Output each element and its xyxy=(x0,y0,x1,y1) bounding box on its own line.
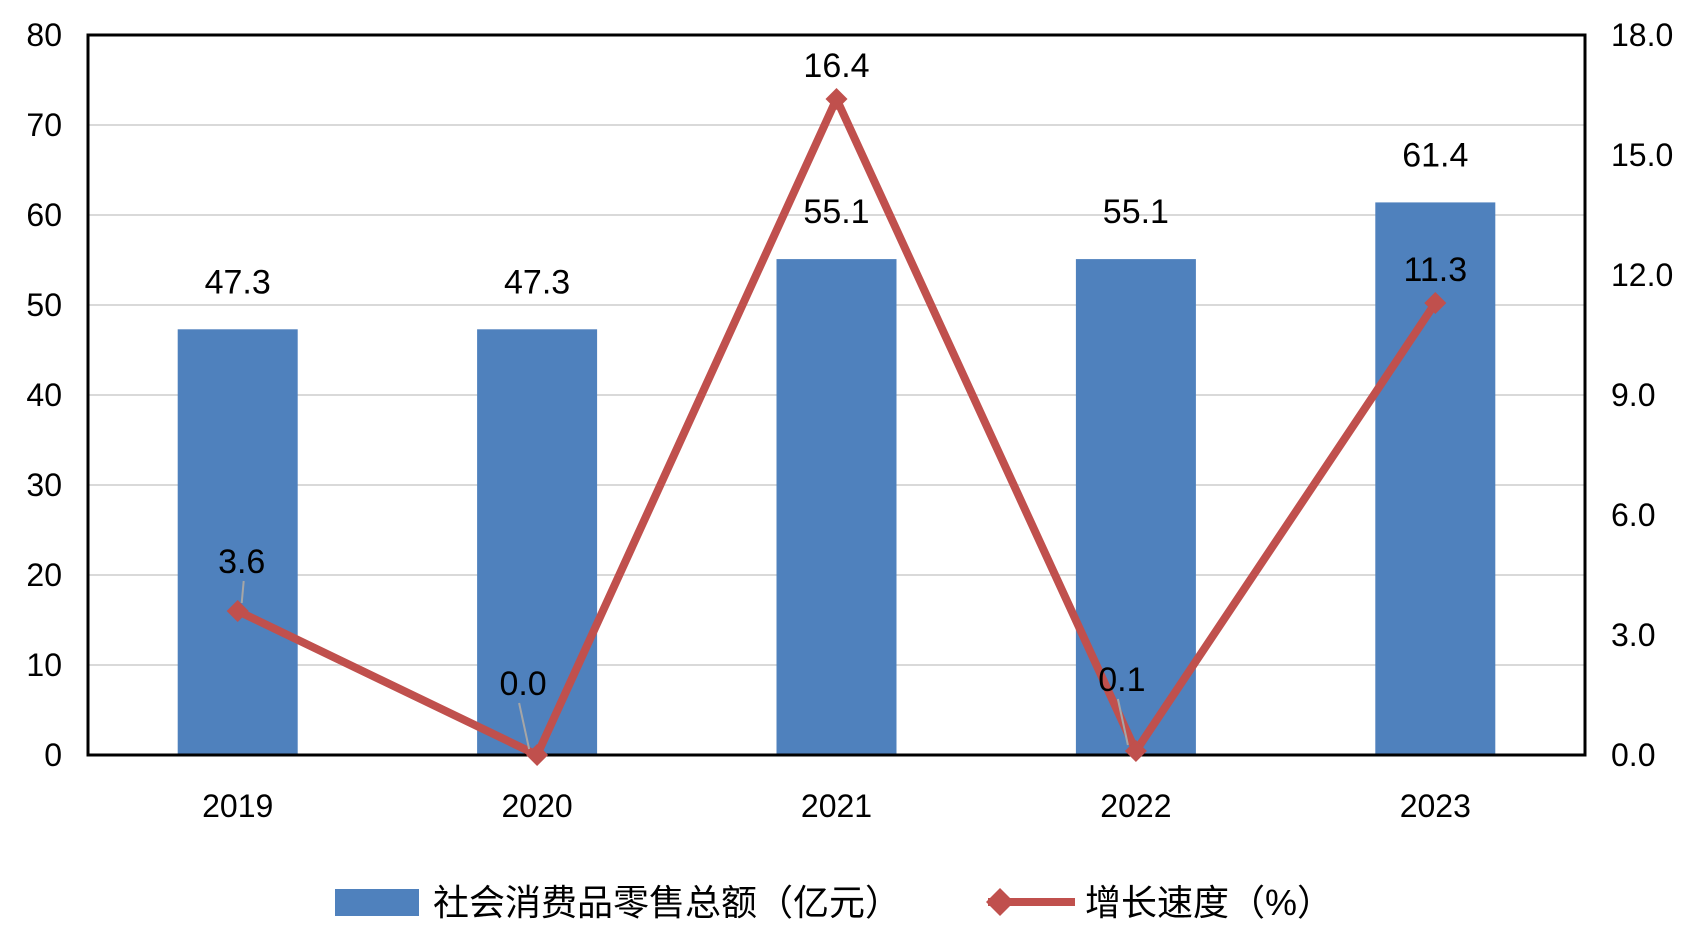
legend-swatch-bar xyxy=(335,889,419,916)
line-data-label: 16.4 xyxy=(803,47,869,85)
y-left-tick-label: 70 xyxy=(26,107,62,143)
bar-data-label: 55.1 xyxy=(1103,193,1169,231)
axis-layer: 0 10 20 30 40 50 60 70 80 0.0 3.0 6.0 9.0 12.0 15.0 18.… xyxy=(26,17,1673,824)
x-tick-label: 2023 xyxy=(1400,788,1471,824)
bar xyxy=(477,329,598,755)
y-right-tick-label: 9.0 xyxy=(1611,377,1655,413)
y-left-tick-label: 80 xyxy=(26,17,62,53)
y-right-tick-label: 15.0 xyxy=(1611,137,1673,173)
bar-data-label: 55.1 xyxy=(803,193,869,231)
y-left-tick-label: 20 xyxy=(26,557,62,593)
line-point xyxy=(526,744,549,766)
x-tick-label: 2019 xyxy=(202,788,273,824)
y-right-tick-label: 0.0 xyxy=(1611,737,1655,773)
y-right-tick-label: 18.0 xyxy=(1611,17,1673,53)
leader-line xyxy=(518,702,531,750)
x-tick-label: 2022 xyxy=(1100,788,1171,824)
leader-line xyxy=(240,580,245,604)
bar xyxy=(776,259,897,755)
plot-border xyxy=(86,33,1587,757)
x-tick-label: 2021 xyxy=(801,788,872,824)
line-data-label: 0.0 xyxy=(499,665,546,703)
line-point xyxy=(1424,292,1447,314)
bar-data-label: 47.3 xyxy=(504,263,570,301)
legend-label-bar: 社会消费品零售总额（亿元） xyxy=(433,882,901,923)
y-left-tick-label: 0 xyxy=(44,737,62,773)
line-data-label: 11.3 xyxy=(1403,251,1467,289)
legend-swatch-marker xyxy=(986,888,1014,916)
bar-data-label: 61.4 xyxy=(1402,136,1468,174)
x-tick-label: 2020 xyxy=(502,788,573,824)
line-point xyxy=(1124,740,1147,762)
label-layer: 47.3 47.3 55.1 55.1 61.4 3.6 0.0 16.4 0.1 11.3 xyxy=(205,47,1468,750)
line-point xyxy=(825,88,848,110)
bar xyxy=(177,329,298,755)
line-data-label: 3.6 xyxy=(218,543,265,581)
y-left-tick-label: 10 xyxy=(26,647,62,683)
legend-label-line: 增长速度（%） xyxy=(1085,882,1333,923)
y-left-tick-label: 50 xyxy=(26,287,62,323)
y-left-tick-label: 60 xyxy=(26,197,62,233)
y-right-tick-label: 3.0 xyxy=(1611,617,1655,653)
line-data-label: 0.1 xyxy=(1098,661,1145,699)
leader-line xyxy=(1116,698,1129,746)
bar-layer xyxy=(177,202,1496,755)
line-point xyxy=(226,600,249,622)
legend-layer: 社会消费品零售总额（亿元） 增长速度（%） xyxy=(335,882,1333,923)
bar-data-label: 47.3 xyxy=(205,263,271,301)
y-left-tick-label: 40 xyxy=(26,377,62,413)
y-left-tick-label: 30 xyxy=(26,467,62,503)
y-right-tick-label: 12.0 xyxy=(1611,257,1673,293)
y-right-tick-label: 6.0 xyxy=(1611,497,1655,533)
line-layer xyxy=(226,88,1447,766)
